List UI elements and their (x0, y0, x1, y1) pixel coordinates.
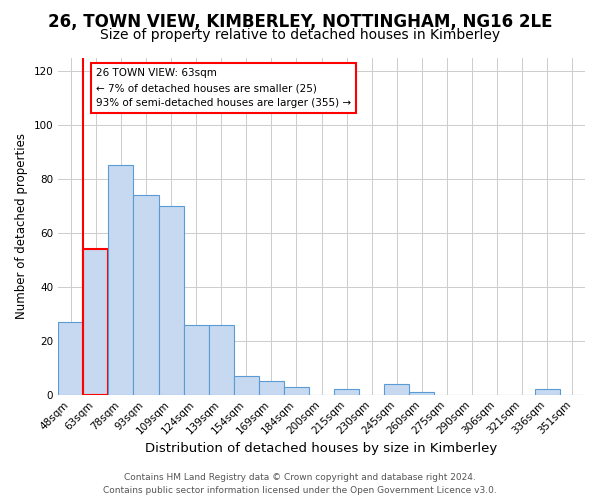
Text: Contains HM Land Registry data © Crown copyright and database right 2024.
Contai: Contains HM Land Registry data © Crown c… (103, 474, 497, 495)
Bar (334, 390, 359, 394)
Y-axis label: Number of detached properties: Number of detached properties (15, 133, 28, 319)
Bar (385, 384, 409, 394)
Bar (409, 392, 434, 394)
Bar (158, 206, 184, 394)
Bar (535, 390, 560, 394)
Bar (83, 249, 109, 394)
X-axis label: Distribution of detached houses by size in Kimberley: Distribution of detached houses by size … (145, 442, 498, 455)
Bar (184, 324, 209, 394)
Bar (133, 195, 158, 394)
Bar (209, 324, 234, 394)
Text: 26, TOWN VIEW, KIMBERLEY, NOTTINGHAM, NG16 2LE: 26, TOWN VIEW, KIMBERLEY, NOTTINGHAM, NG… (48, 12, 552, 30)
Text: Size of property relative to detached houses in Kimberley: Size of property relative to detached ho… (100, 28, 500, 42)
Bar (58, 322, 83, 394)
Bar (259, 381, 284, 394)
Text: 26 TOWN VIEW: 63sqm
← 7% of detached houses are smaller (25)
93% of semi-detache: 26 TOWN VIEW: 63sqm ← 7% of detached hou… (96, 68, 351, 108)
Bar (109, 166, 133, 394)
Bar (234, 376, 259, 394)
Bar (284, 386, 309, 394)
